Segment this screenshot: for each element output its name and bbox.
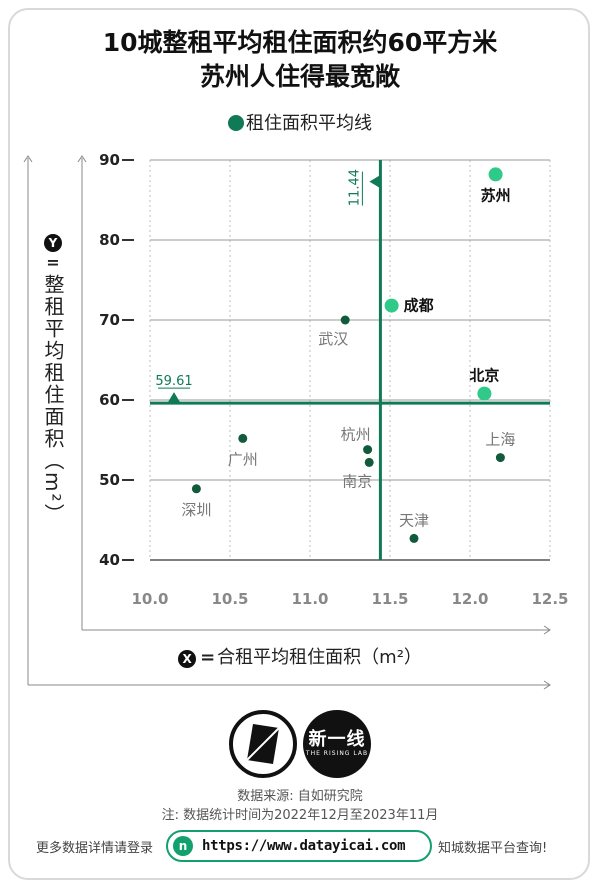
point-label: 南京 — [342, 472, 372, 490]
y-tick-label: 70 — [99, 311, 120, 329]
data-point — [477, 386, 492, 401]
data-point — [495, 453, 505, 463]
x-equals: = — [200, 647, 216, 668]
x-tick-label: 11.0 — [291, 590, 328, 608]
chart-subtitle: 苏州人住得最宽敞 — [199, 62, 400, 91]
y-tick-label: 90 — [99, 151, 120, 169]
rising-lab-logo: 新一线 THE RISING LAB — [303, 710, 371, 778]
point-label: 天津 — [399, 511, 429, 529]
footer: 更多数据详情请登录 n https://www.datayicai.com 知城… — [0, 830, 600, 862]
footer-left-text: 更多数据详情请登录 — [36, 841, 154, 856]
scatter-chart: 10.0 10.5 11.0 11.5 12.0 12.5 40 50 60 70 80 90 59.6… — [23, 151, 569, 690]
data-source: 数据来源: 自如研究院 — [237, 789, 363, 804]
point-label: 武汉 — [318, 330, 348, 348]
y-axis-label: 整租平均租住面积（m²） — [41, 274, 65, 526]
data-point — [409, 533, 419, 543]
point-label: 北京 — [469, 367, 499, 385]
diamond-logo-icon — [229, 710, 297, 778]
point-label: 杭州 — [341, 426, 371, 444]
avg-x-label: 11.44 — [347, 169, 362, 206]
site-logo-icon: n — [173, 836, 193, 856]
point-label: 广州 — [228, 450, 258, 468]
y-tick-label: 50 — [99, 471, 120, 489]
inner-y-arrow — [77, 155, 87, 163]
x-tick-label: 12.5 — [531, 590, 568, 608]
logos: 新一线 THE RISING LAB — [0, 710, 600, 784]
data-point — [238, 433, 248, 443]
footer-url[interactable]: https://www.datayicai.com — [202, 838, 406, 854]
avg-y-label: 59.61 — [155, 374, 192, 389]
avg-y-marker — [168, 392, 180, 403]
chart-title: 10城整租平均租住面积约60平方米 — [102, 28, 498, 57]
x-tick-label: 10.0 — [131, 590, 168, 608]
data-point — [488, 167, 503, 182]
point-label: 深圳 — [181, 501, 211, 519]
legend: 租住面积平均线 — [0, 112, 600, 136]
footer-right-text: 知城数据平台查询! — [438, 841, 548, 856]
y-equals: = — [46, 253, 60, 272]
outer-y-arrow — [23, 155, 33, 163]
y-tick-label: 60 — [99, 391, 120, 409]
legend-label: 租住面积平均线 — [246, 113, 372, 134]
x-tick-label: 10.5 — [211, 590, 248, 608]
legend-dot — [228, 115, 244, 131]
point-label: 成都 — [404, 297, 434, 315]
data-point — [364, 457, 374, 467]
data-note: 注: 数据统计时间为2022年12月至2023年11月 — [161, 808, 439, 823]
logo-text: 新一线 — [308, 729, 366, 750]
point-label: 上海 — [485, 431, 515, 449]
y-tick-label: 40 — [99, 551, 120, 569]
y-tick-label: 80 — [99, 231, 120, 249]
y-axis-title: Y = 整租平均租住面积（m²） — [38, 228, 68, 526]
data-point — [340, 315, 350, 325]
outer-x-arrow — [543, 680, 551, 690]
data-point — [384, 298, 399, 313]
point-label: 苏州 — [481, 186, 511, 204]
x-axis-title: X = 合租平均租住面积（m²） — [0, 646, 600, 670]
x-axis-label: 合租平均租住面积（m²） — [217, 647, 422, 668]
inner-x-arrow — [543, 625, 551, 635]
x-tick-label: 11.5 — [371, 590, 408, 608]
x-tick-label: 12.0 — [451, 590, 488, 608]
data-point — [363, 445, 373, 455]
logo-subtext: THE RISING LAB — [305, 750, 369, 757]
x-badge: X — [178, 650, 197, 668]
avg-x-marker — [369, 175, 380, 188]
data-point — [191, 484, 201, 494]
card-frame — [8, 8, 590, 880]
url-box[interactable]: n https://www.datayicai.com — [166, 830, 432, 862]
y-badge: Y — [44, 234, 62, 252]
